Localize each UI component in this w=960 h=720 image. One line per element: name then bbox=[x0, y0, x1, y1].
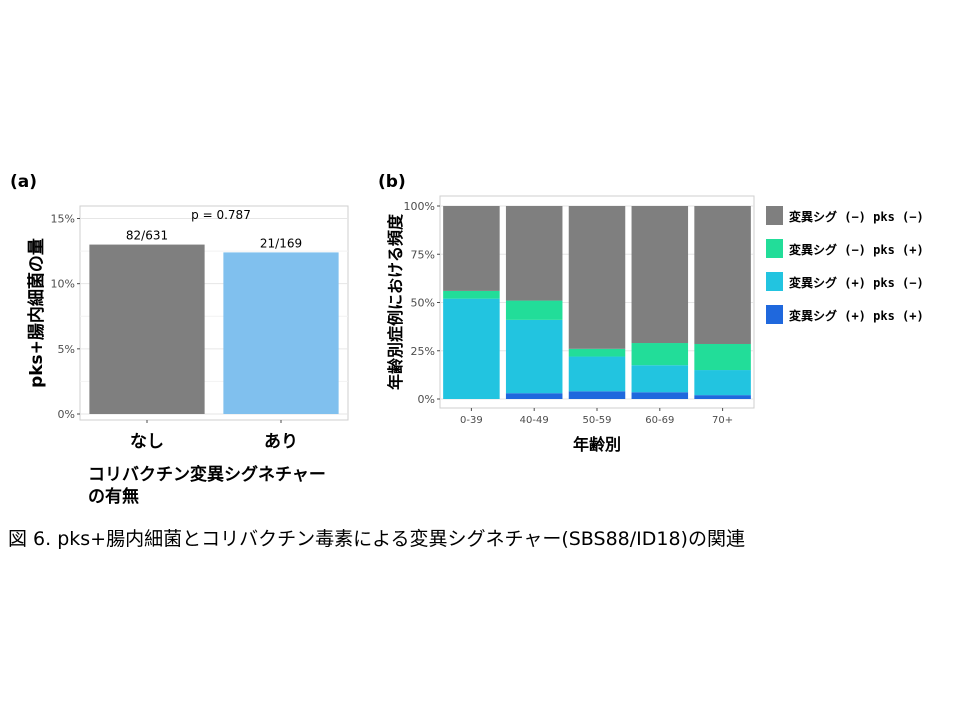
legend-swatch bbox=[766, 206, 783, 225]
legend-swatch bbox=[766, 305, 783, 324]
bar-segment-2-0 bbox=[568, 391, 626, 399]
bar-segment-3-3 bbox=[631, 206, 689, 344]
bar-0 bbox=[89, 244, 205, 414]
panel-b-label: (b) bbox=[378, 172, 406, 192]
y-tick-label: 10% bbox=[51, 278, 75, 291]
y-tick-label: 50% bbox=[411, 297, 435, 310]
panel-b: (b) 0% 25% 50% 75% 100% 0-39 40-49 50-59 60-69 7… bbox=[378, 172, 924, 454]
bar-data-label: 21/169 bbox=[260, 236, 302, 250]
x-tick-label: 40-49 bbox=[520, 415, 549, 426]
y-tick-label: 25% bbox=[411, 345, 435, 358]
bar-segment-3-2 bbox=[631, 343, 689, 366]
bar-segment-2-2 bbox=[568, 348, 626, 357]
panel-b-y-axis-label: 年齢別症例における頻度 bbox=[386, 213, 405, 390]
panel-a: (a) 82/631 21/169 0% 5% 10% 15% なし あり p = 0.7… bbox=[10, 172, 349, 507]
x-tick-label: 70+ bbox=[712, 415, 733, 426]
legend-swatch bbox=[766, 239, 783, 258]
figure-caption: 図 6. pks+腸内細菌とコリバクチン毒素による変異シグネチャー(SBS88/… bbox=[8, 528, 745, 550]
x-tick-label: 0-39 bbox=[460, 415, 483, 426]
legend-swatch bbox=[766, 272, 783, 291]
legend-label: 変異シグ (+) pks (−) bbox=[789, 275, 924, 290]
panel-a-y-ticks: 0% 5% 10% 15% bbox=[51, 213, 80, 421]
bar-data-label: 82/631 bbox=[126, 229, 168, 243]
panel-a-x-axis-label-line-2: の有無 bbox=[88, 486, 139, 507]
panel-b-bars bbox=[443, 206, 751, 399]
bar-1 bbox=[223, 252, 339, 414]
legend-label: 変異シグ (+) pks (+) bbox=[789, 308, 924, 323]
y-tick-label: 15% bbox=[51, 213, 75, 226]
y-tick-label: 0% bbox=[418, 393, 435, 406]
panel-a-p-value: p = 0.787 bbox=[191, 208, 251, 222]
panel-a-x-axis-label-line-1: コリバクチン変異シグネチャー bbox=[88, 464, 326, 485]
bar-segment-4-0 bbox=[694, 395, 751, 399]
bar-segment-3-0 bbox=[631, 392, 689, 399]
x-tick-label: 50-59 bbox=[582, 415, 611, 426]
legend-label: 変異シグ (−) pks (+) bbox=[789, 242, 924, 257]
x-tick-label: なし bbox=[130, 432, 164, 452]
bar-segment-0-3 bbox=[443, 206, 500, 291]
bar-segment-1-3 bbox=[505, 206, 563, 301]
bar-segment-2-1 bbox=[568, 356, 626, 392]
panel-a-x-ticks: なし あり bbox=[130, 420, 298, 452]
bar-segment-4-1 bbox=[694, 370, 751, 396]
panel-b-legend: 変異シグ (−) pks (−) 変異シグ (−) pks (+) 変異シグ (+)… bbox=[766, 206, 924, 324]
y-tick-label: 100% bbox=[404, 200, 435, 213]
bar-segment-0-2 bbox=[443, 290, 500, 299]
legend-label: 変異シグ (−) pks (−) bbox=[789, 209, 924, 224]
bar-segment-1-1 bbox=[505, 319, 563, 394]
panel-b-y-ticks: 0% 25% 50% 75% 100% bbox=[404, 200, 440, 406]
panel-a-y-axis-label: pks+腸内細菌の量 bbox=[26, 238, 47, 388]
y-tick-label: 75% bbox=[411, 248, 435, 261]
bar-segment-0-1 bbox=[443, 298, 500, 399]
x-tick-label: あり bbox=[264, 432, 298, 452]
panel-b-x-axis-label: 年齢別 bbox=[573, 435, 621, 454]
x-tick-label: 60-69 bbox=[645, 415, 674, 426]
bar-segment-4-2 bbox=[694, 343, 751, 371]
y-tick-label: 5% bbox=[58, 343, 75, 356]
panel-b-x-ticks: 0-39 40-49 50-59 60-69 70+ bbox=[460, 408, 733, 426]
panel-a-bars: 82/631 21/169 bbox=[89, 229, 339, 414]
y-tick-label: 0% bbox=[58, 408, 75, 421]
bar-segment-4-3 bbox=[694, 206, 751, 344]
bar-segment-3-1 bbox=[631, 365, 689, 393]
bar-segment-2-3 bbox=[568, 206, 626, 349]
panel-a-label: (a) bbox=[10, 172, 37, 192]
bar-segment-1-0 bbox=[505, 393, 563, 399]
bar-segment-1-2 bbox=[505, 300, 563, 320]
